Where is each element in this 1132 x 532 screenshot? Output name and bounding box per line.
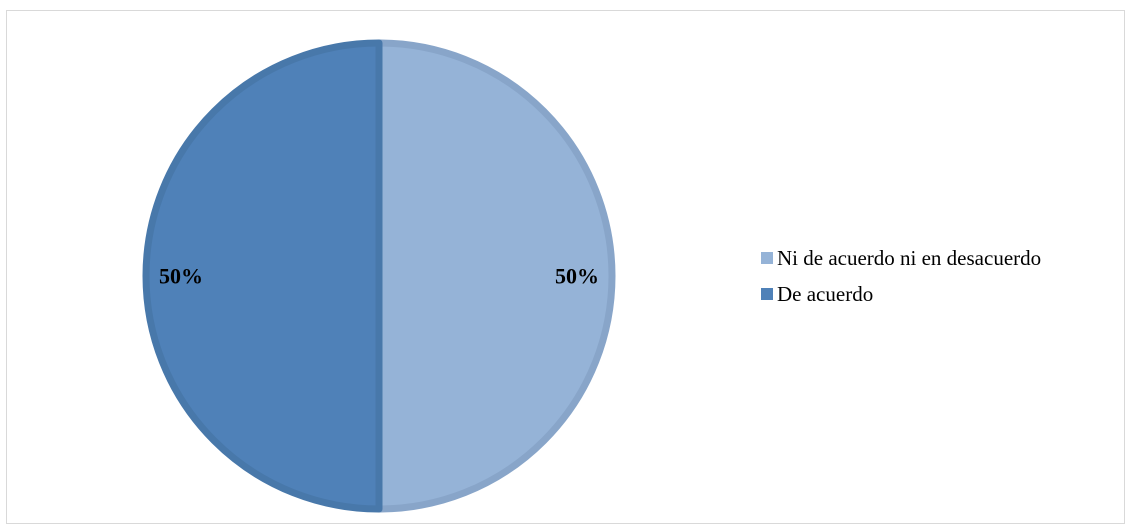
legend-item: Ni de acuerdo ni en desacuerdo: [761, 240, 1041, 276]
data-label: 50%: [159, 264, 203, 289]
legend-label: De acuerdo: [777, 281, 874, 306]
pie-slice: [375, 39, 616, 513]
data-label: 50%: [555, 264, 599, 289]
pie-slice: [142, 39, 383, 513]
legend-label: Ni de acuerdo ni en desacuerdo: [777, 245, 1042, 270]
legend-swatch: [761, 252, 773, 264]
legend-swatch: [761, 288, 773, 300]
legend-item: De acuerdo: [761, 276, 1041, 312]
legend: Ni de acuerdo ni en desacuerdo De acuerd…: [761, 240, 1041, 312]
